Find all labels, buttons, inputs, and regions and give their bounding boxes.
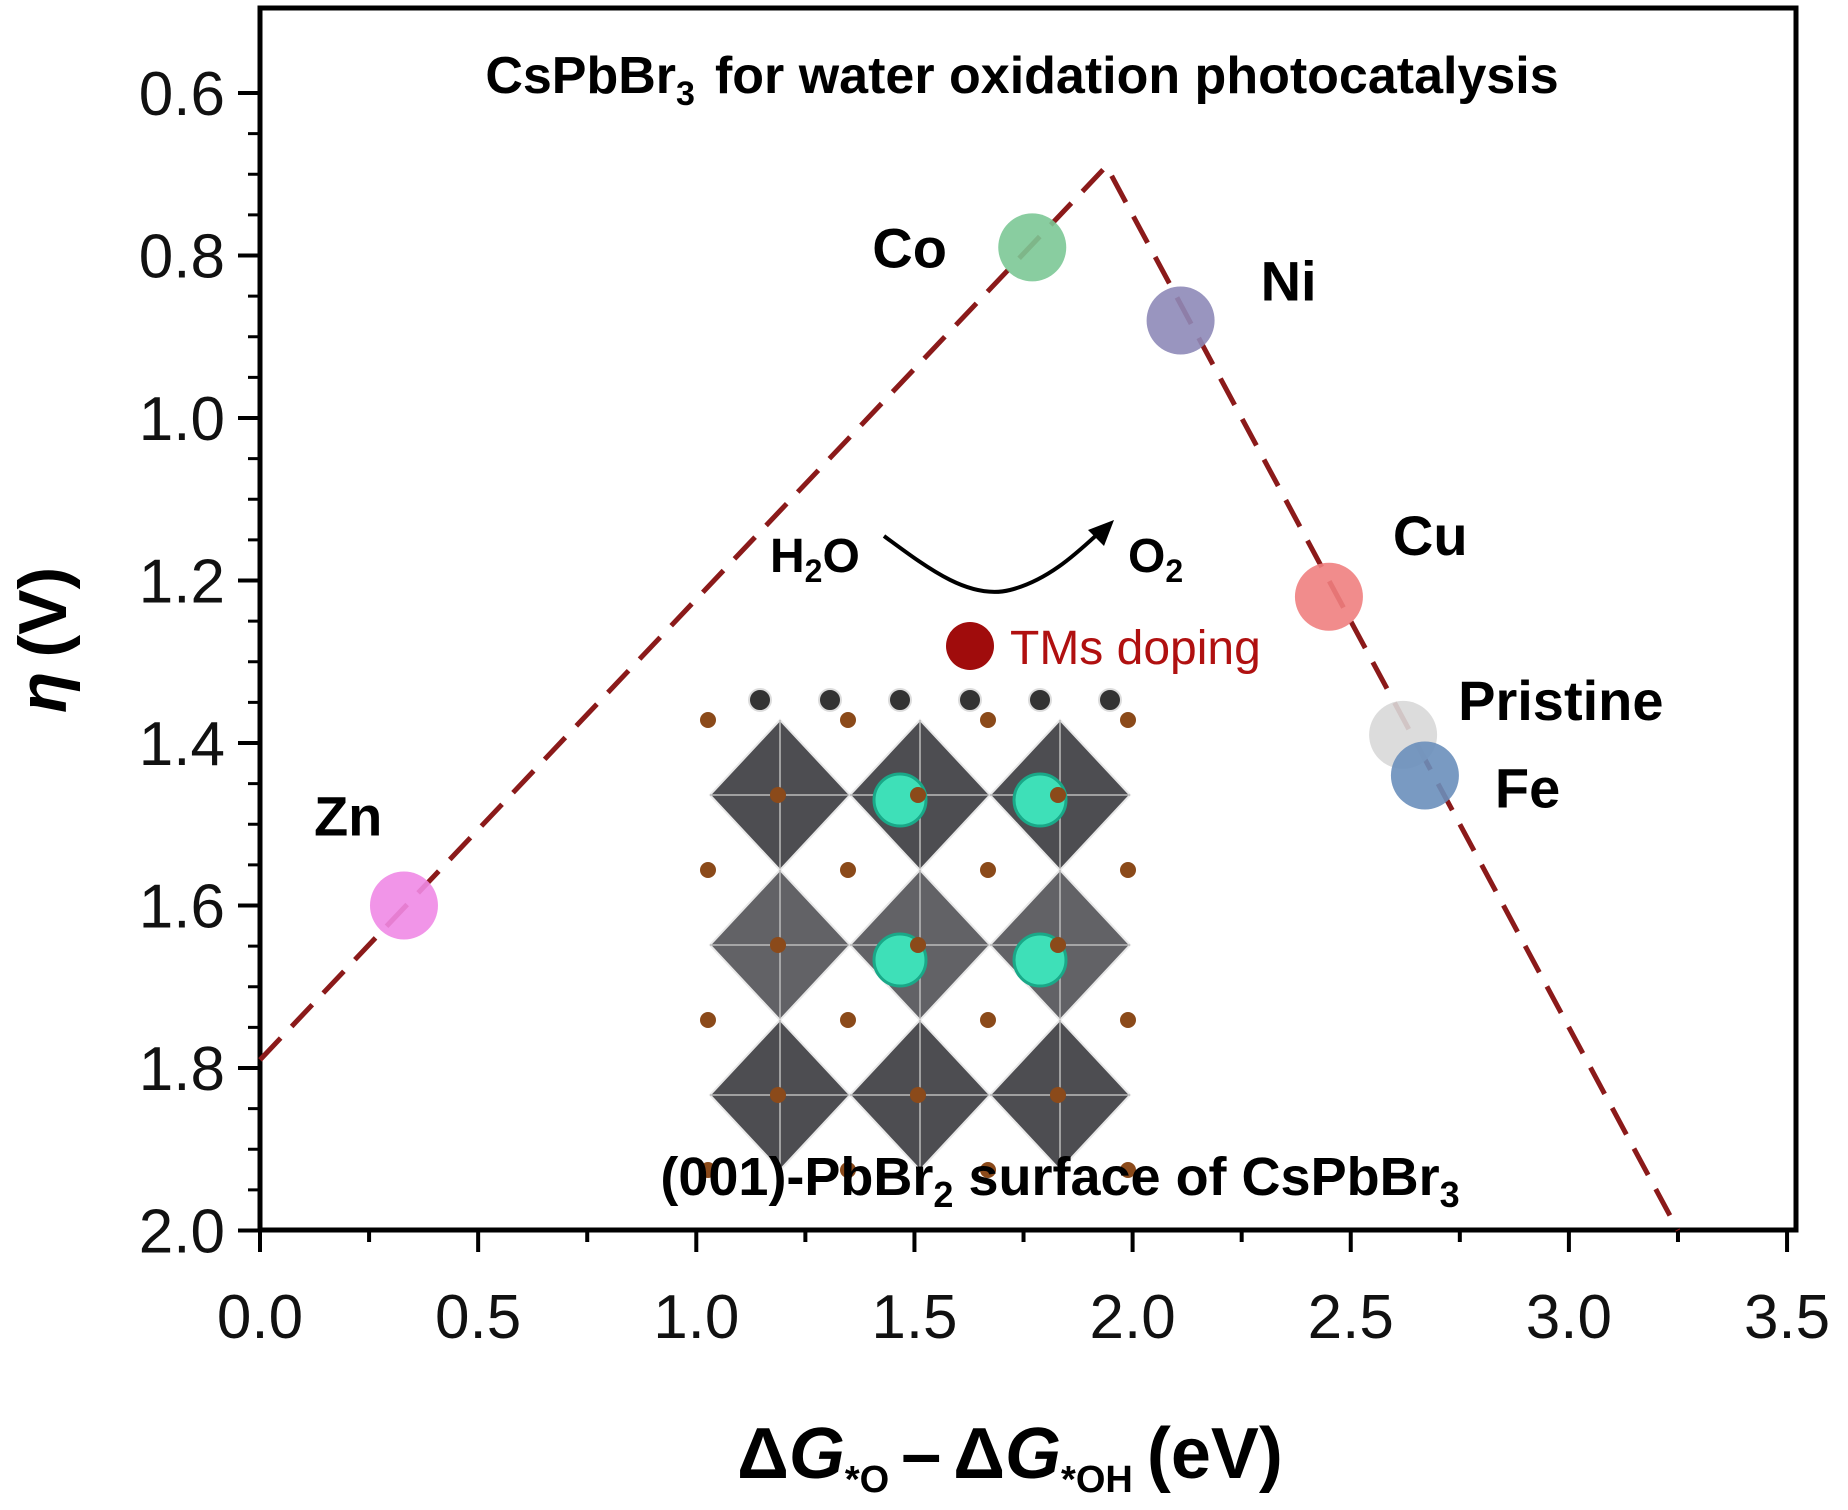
data-point-co [998,213,1067,282]
x-axis-ticks: 0.0 0.5 1.0 1.5 2.0 2.5 3.0 3.5 [217,1230,1830,1352]
data-point-zn [369,871,438,940]
title-main: CsPbBr [485,47,676,105]
x-tick-label: 0.0 [217,1283,303,1352]
point-label-cu: Cu [1393,504,1468,567]
y-axis-ticks: 0.6 0.8 1.0 1.2 1.4 1.6 1.8 2.0 [139,60,260,1267]
y-axis-label: η(V) [5,567,81,713]
y-tick-label: 2.0 [139,1198,225,1267]
y-tick-label: 1.8 [139,1035,225,1104]
doping-marker-icon [946,622,994,670]
product-label: O2 [1128,530,1183,589]
point-label-pristine: Pristine [1458,669,1663,732]
plot-frame [257,5,1799,1233]
y-tick-label: 0.6 [139,60,225,129]
point-label-fe: Fe [1495,757,1560,820]
data-points: Co Ni Cu Pristine Fe Zn [314,213,1664,940]
point-label-zn: Zn [314,785,382,848]
x-tick-label: 3.5 [1744,1283,1830,1352]
data-point-fe [1390,741,1459,810]
x-tick-label: 2.5 [1308,1283,1394,1352]
y-tick-label: 1.2 [139,548,225,617]
reaction-arrowhead-icon [1088,520,1114,546]
x-axis-label: ΔG*O – ΔG*OH (eV) [737,1414,1283,1501]
reactant-label: H2O [770,530,860,589]
x-tick-label: 2.0 [1089,1283,1175,1352]
x-tick-label: 3.0 [1526,1283,1612,1352]
title-subscript: 3 [676,75,695,113]
crystal-structure-illustration [700,688,1136,1178]
chart-title: CsPbBr3 for water oxidation photocatalysi… [485,47,1558,113]
y-tick-label: 1.6 [139,873,225,942]
y-tick-label: 1.4 [139,710,225,779]
x-tick-label: 1.5 [871,1283,957,1352]
volcano-dashed-line [258,161,1681,1232]
reaction-scheme: H2O O2 TMs doping (001)-PbBr2 surface of… [660,520,1460,1215]
data-point-ni [1146,286,1215,355]
doping-label: TMs doping [1010,622,1261,675]
inset-caption: (001)-PbBr2 surface of CsPbBr3 [660,1147,1459,1215]
x-tick-label: 1.0 [653,1283,739,1352]
y-tick-label: 0.8 [139,223,225,292]
data-point-cu [1294,562,1363,631]
title-rest: for water oxidation photocatalysis [715,47,1559,105]
y-tick-label: 1.0 [139,385,225,454]
point-label-ni: Ni [1261,250,1317,313]
point-label-co: Co [872,216,947,279]
x-tick-label: 0.5 [435,1283,521,1352]
reaction-arrow [882,528,1104,594]
